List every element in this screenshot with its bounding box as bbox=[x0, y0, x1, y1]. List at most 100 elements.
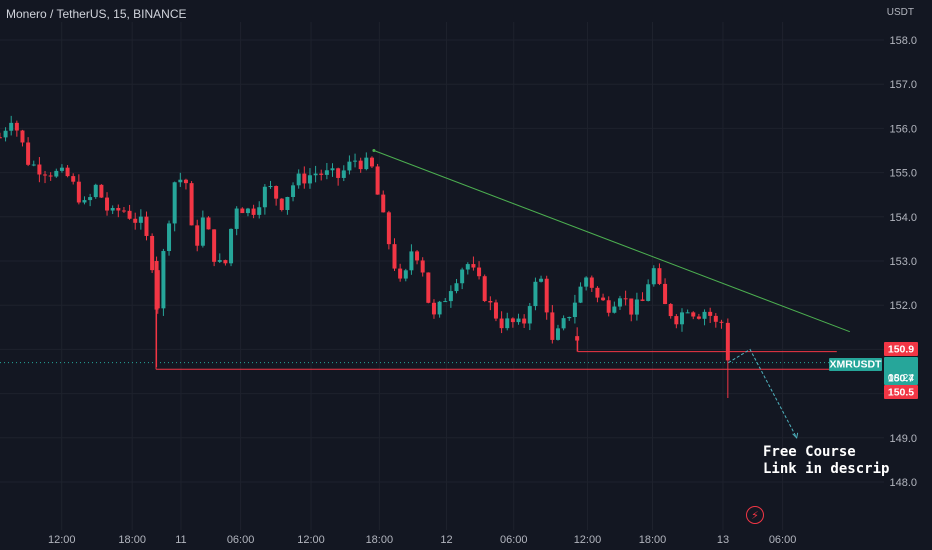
candle-body bbox=[307, 175, 312, 184]
candle-body bbox=[279, 198, 284, 210]
candle-body bbox=[584, 277, 589, 287]
candle-body bbox=[612, 306, 617, 313]
candle-body bbox=[516, 318, 521, 323]
candle-body bbox=[336, 168, 341, 178]
candle-body bbox=[443, 301, 448, 303]
candle-body bbox=[133, 218, 138, 223]
x-axis: 12:00 18:00 11 06:00 12:00 18:00 12 06:00 12:00 1… bbox=[48, 534, 796, 546]
candle-body bbox=[437, 301, 442, 315]
candle-body bbox=[663, 283, 668, 305]
candle-body bbox=[685, 312, 690, 314]
y-tick-label: 152.0 bbox=[889, 300, 917, 312]
candle-body bbox=[375, 166, 380, 195]
y-tick-label: 154.0 bbox=[889, 212, 917, 224]
candle-body bbox=[234, 208, 239, 229]
projection-path bbox=[728, 348, 798, 439]
candle-body bbox=[3, 130, 8, 138]
candle-body bbox=[9, 122, 14, 131]
candle-body bbox=[477, 267, 482, 277]
candle-body bbox=[240, 208, 245, 214]
candle-body bbox=[150, 235, 155, 271]
candle-body bbox=[640, 299, 645, 301]
candle-body bbox=[606, 300, 611, 313]
candle-body bbox=[59, 167, 64, 171]
candle-body bbox=[189, 183, 194, 226]
candle-body bbox=[527, 306, 532, 324]
candle-body bbox=[54, 170, 59, 177]
x-tick-label: 18:00 bbox=[366, 534, 394, 546]
projection-arrow bbox=[792, 432, 799, 439]
annotation-line-1: Free Course bbox=[763, 444, 856, 460]
x-tick-label: 06:00 bbox=[769, 534, 797, 546]
candle-body bbox=[668, 304, 673, 317]
symbol-price-tag: XMRUSDT bbox=[830, 359, 883, 371]
drawings bbox=[372, 149, 850, 439]
candle-body bbox=[319, 173, 324, 175]
candle-body bbox=[386, 212, 391, 245]
y-tick-label: 157.0 bbox=[889, 79, 917, 91]
x-tick-label: 12:00 bbox=[574, 534, 602, 546]
candle-body bbox=[71, 176, 76, 182]
candle-body bbox=[725, 322, 730, 361]
y-tick-label: 155.0 bbox=[889, 168, 917, 180]
candle-body bbox=[178, 179, 183, 183]
countdown-label: 08:24 bbox=[888, 372, 914, 384]
candle-body bbox=[589, 277, 594, 288]
candle-body bbox=[105, 197, 110, 211]
candle-body bbox=[601, 297, 606, 301]
support-price-tag-bg bbox=[884, 385, 918, 399]
candle-body bbox=[364, 157, 369, 170]
y-axis: 148.0149.0150.0151.0152.0153.0154.0155.0… bbox=[889, 35, 917, 489]
x-tick-label: 06:00 bbox=[500, 534, 528, 546]
candle-body bbox=[567, 317, 572, 319]
candle-body bbox=[623, 298, 628, 300]
candle-body bbox=[646, 284, 651, 301]
lightning-icon[interactable]: ⚡ bbox=[746, 506, 764, 524]
candle-body bbox=[510, 318, 515, 323]
candle-body bbox=[561, 318, 566, 329]
y-tick-label: 153.0 bbox=[889, 256, 917, 268]
candle-body bbox=[330, 168, 335, 171]
candle-body bbox=[161, 251, 166, 309]
x-tick-label: 11 bbox=[175, 534, 186, 546]
candle-body bbox=[691, 312, 696, 317]
candle-body bbox=[127, 210, 132, 219]
candle-body bbox=[262, 186, 267, 208]
support-price-tag: 150.5 bbox=[888, 387, 914, 399]
candle-body bbox=[533, 281, 538, 307]
candle-body bbox=[634, 299, 639, 315]
candle-body bbox=[251, 208, 256, 215]
trendline-anchor bbox=[372, 149, 376, 152]
y-tick-label: 156.0 bbox=[889, 123, 917, 135]
candle-body bbox=[116, 207, 121, 211]
candle-body bbox=[138, 216, 143, 223]
annotation-text: Free Course Link in descrip bbox=[763, 444, 889, 478]
candle-body bbox=[37, 164, 42, 175]
candle-body bbox=[212, 229, 217, 262]
candle-body bbox=[0, 137, 2, 139]
candle-body bbox=[217, 260, 222, 262]
candle-body bbox=[398, 268, 403, 279]
axis-unit[interactable]: USDT bbox=[886, 7, 914, 18]
candle-body bbox=[555, 328, 560, 340]
candle-body bbox=[679, 312, 684, 325]
trendline bbox=[373, 150, 850, 333]
candle-body bbox=[172, 182, 177, 224]
symbol-price-tag-bg bbox=[829, 358, 882, 371]
candle-body bbox=[223, 260, 228, 264]
candle-body bbox=[522, 318, 527, 324]
candle-body bbox=[347, 161, 352, 171]
x-tick-label: 13 bbox=[717, 534, 729, 546]
candle-body bbox=[719, 321, 724, 323]
candle-body bbox=[183, 179, 188, 184]
candle-body bbox=[505, 318, 510, 329]
candle-body bbox=[493, 302, 498, 319]
symbol-title[interactable]: Monero / TetherUS, 15, BINANCE bbox=[6, 7, 187, 21]
candle-body bbox=[595, 287, 600, 298]
candles bbox=[0, 115, 730, 399]
candle-body bbox=[229, 228, 234, 264]
x-tick-label: 12:00 bbox=[48, 534, 76, 546]
candle-body bbox=[482, 276, 487, 301]
candle-body bbox=[488, 300, 493, 303]
